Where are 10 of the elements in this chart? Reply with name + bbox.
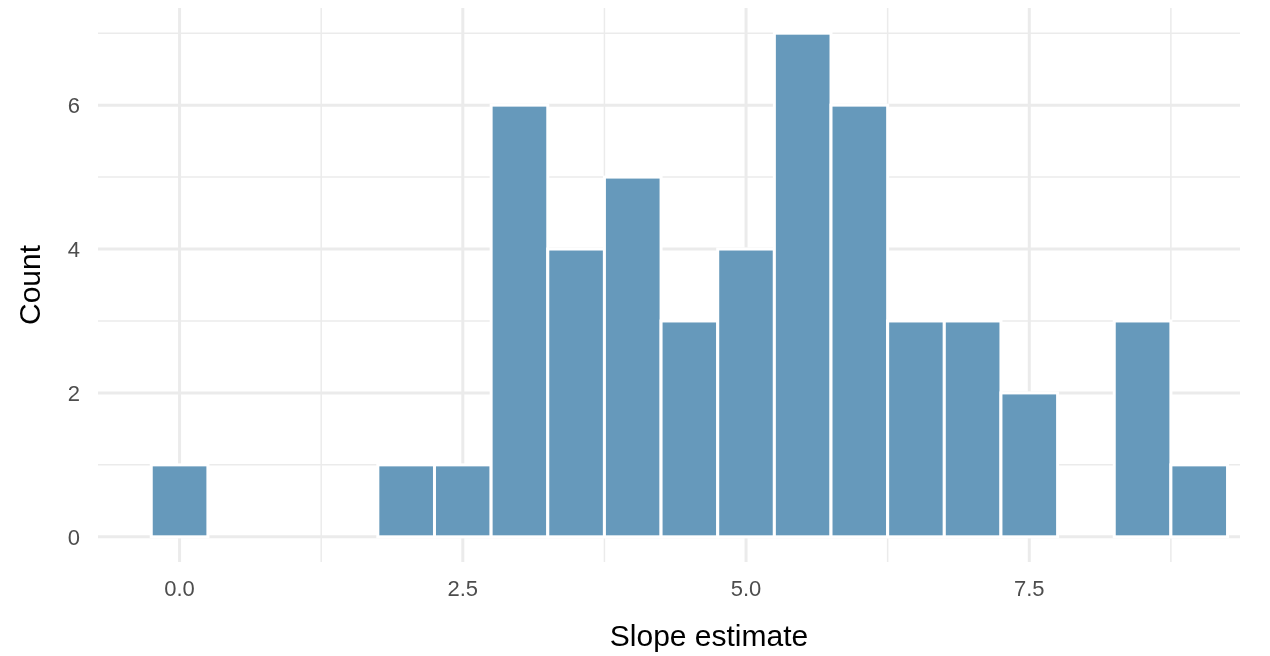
- y-axis-title: Count: [13, 244, 46, 326]
- y-tick-label: 4: [67, 236, 80, 262]
- y-tick-label: 6: [67, 92, 80, 118]
- x-tick-label: 7.5: [1013, 576, 1045, 601]
- x-axis-title: Slope estimate: [609, 619, 809, 652]
- x-tick-label: 2.5: [447, 576, 479, 601]
- y-tick-label: 2: [67, 380, 80, 406]
- x-tick-label: 0.0: [164, 576, 195, 601]
- y-tick-label: 0: [67, 524, 80, 550]
- x-tick-label: 5.0: [730, 576, 762, 601]
